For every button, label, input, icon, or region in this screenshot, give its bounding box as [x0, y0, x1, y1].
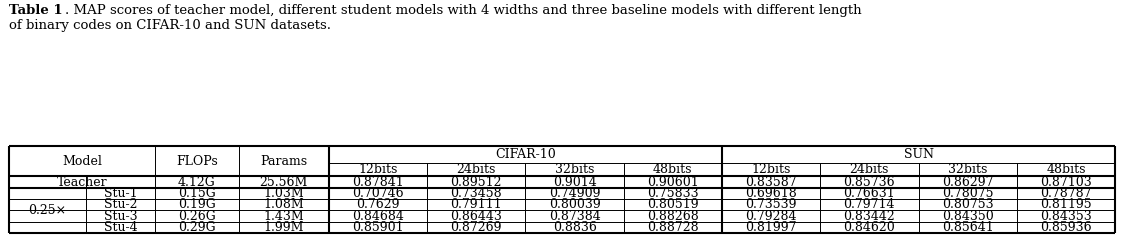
Text: 0.81195: 0.81195	[1040, 198, 1091, 211]
Text: 0.73458: 0.73458	[451, 187, 502, 200]
Text: 0.88728: 0.88728	[647, 221, 699, 234]
Text: 0.85901: 0.85901	[352, 221, 404, 234]
Text: CIFAR-10: CIFAR-10	[495, 148, 556, 161]
Text: 0.86443: 0.86443	[451, 210, 502, 223]
Text: 0.15G: 0.15G	[178, 187, 216, 200]
Text: 0.83587: 0.83587	[745, 176, 797, 188]
Text: Params: Params	[261, 155, 307, 168]
Text: 0.88268: 0.88268	[647, 210, 699, 223]
Text: Teacher: Teacher	[56, 176, 107, 188]
Text: 0.80519: 0.80519	[647, 198, 699, 211]
Text: 0.74909: 0.74909	[549, 187, 600, 200]
Text: . MAP scores of teacher model, different student models with 4 widths and three : . MAP scores of teacher model, different…	[65, 4, 861, 17]
Text: 0.85736: 0.85736	[843, 176, 895, 188]
Text: FLOPs: FLOPs	[176, 155, 218, 168]
Text: 0.81997: 0.81997	[745, 221, 797, 234]
Text: 24bits: 24bits	[456, 163, 496, 176]
Text: 0.85641: 0.85641	[942, 221, 994, 234]
Text: Stu-1: Stu-1	[103, 187, 137, 200]
Text: 0.80753: 0.80753	[942, 198, 994, 211]
Text: 0.25×: 0.25×	[28, 204, 66, 217]
Text: 32bits: 32bits	[555, 163, 595, 176]
Text: 0.87103: 0.87103	[1040, 176, 1091, 188]
Text: 48bits: 48bits	[653, 163, 692, 176]
Text: 32bits: 32bits	[948, 163, 987, 176]
Text: SUN: SUN	[904, 148, 934, 161]
Text: 0.90601: 0.90601	[647, 176, 699, 188]
Text: 1.43M: 1.43M	[263, 210, 305, 223]
Text: 0.73539: 0.73539	[745, 198, 797, 211]
Text: 0.78787: 0.78787	[1040, 187, 1091, 200]
Text: 0.7629: 0.7629	[356, 198, 400, 211]
Text: 0.79111: 0.79111	[451, 198, 502, 211]
Text: Stu-3: Stu-3	[103, 210, 137, 223]
Text: 0.84350: 0.84350	[942, 210, 994, 223]
Text: 0.19G: 0.19G	[178, 198, 216, 211]
Text: 48bits: 48bits	[1046, 163, 1086, 176]
Text: 0.8836: 0.8836	[553, 221, 597, 234]
Text: 0.78075: 0.78075	[942, 187, 994, 200]
Text: 0.79714: 0.79714	[844, 198, 895, 211]
Text: 4.12G: 4.12G	[178, 176, 216, 188]
Text: 0.87269: 0.87269	[451, 221, 502, 234]
Text: 1.03M: 1.03M	[263, 187, 305, 200]
Text: 24bits: 24bits	[850, 163, 889, 176]
Text: 12bits: 12bits	[359, 163, 398, 176]
Text: 0.29G: 0.29G	[178, 221, 216, 234]
Text: 1.99M: 1.99M	[264, 221, 305, 234]
Text: 0.86297: 0.86297	[942, 176, 994, 188]
Text: 1.08M: 1.08M	[263, 198, 305, 211]
Text: 0.80039: 0.80039	[549, 198, 600, 211]
Text: 0.76631: 0.76631	[843, 187, 895, 200]
Text: 0.89512: 0.89512	[451, 176, 502, 188]
Text: 0.87384: 0.87384	[549, 210, 600, 223]
Text: 0.69618: 0.69618	[745, 187, 797, 200]
Text: 0.79284: 0.79284	[745, 210, 797, 223]
Text: 0.9014: 0.9014	[553, 176, 597, 188]
Text: 0.87841: 0.87841	[352, 176, 404, 188]
Text: 0.84353: 0.84353	[1040, 210, 1091, 223]
Text: of binary codes on CIFAR-10 and SUN datasets.: of binary codes on CIFAR-10 and SUN data…	[9, 19, 330, 31]
Text: 0.84620: 0.84620	[843, 221, 895, 234]
Text: 0.84684: 0.84684	[352, 210, 404, 223]
Text: 0.85936: 0.85936	[1040, 221, 1091, 234]
Text: 25.56M: 25.56M	[260, 176, 308, 188]
Text: Model: Model	[62, 155, 102, 168]
Text: Stu-2: Stu-2	[103, 198, 137, 211]
Text: 0.75833: 0.75833	[647, 187, 699, 200]
Text: 0.70746: 0.70746	[352, 187, 404, 200]
Text: Table 1: Table 1	[9, 4, 63, 17]
Text: 0.26G: 0.26G	[178, 210, 216, 223]
Text: Stu-4: Stu-4	[103, 221, 137, 234]
Text: 12bits: 12bits	[752, 163, 791, 176]
Text: 0.83442: 0.83442	[843, 210, 895, 223]
